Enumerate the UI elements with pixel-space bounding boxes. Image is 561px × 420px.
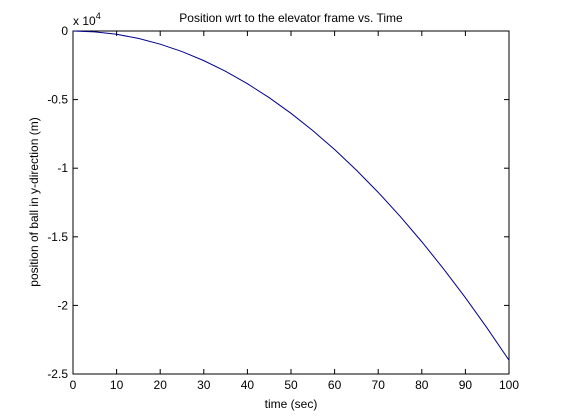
x-tick-label: 80 bbox=[415, 378, 429, 392]
plot-area bbox=[72, 30, 510, 375]
y-exponent-multiplier: x 104 bbox=[73, 11, 101, 28]
y-tick-label: -1 bbox=[57, 161, 68, 175]
x-tick-label: 100 bbox=[499, 378, 519, 392]
y-tick-label: -0.5 bbox=[47, 93, 68, 107]
y-tick-label: -2 bbox=[57, 298, 68, 312]
y-tick-label: 0 bbox=[61, 24, 68, 38]
x-tick-label: 10 bbox=[110, 378, 124, 392]
y-tick-label: -1.5 bbox=[47, 230, 68, 244]
x-tick-label: 30 bbox=[197, 378, 211, 392]
chart-title: Position wrt to the elevator frame vs. T… bbox=[179, 11, 403, 25]
y-axis-ticks: 0 -0.5 -1 -1.5 -2 -2.5 bbox=[47, 24, 509, 381]
x-tick-label: 40 bbox=[241, 378, 255, 392]
x-tick-label: 60 bbox=[328, 378, 342, 392]
y-exponent-base: x 10 bbox=[73, 14, 96, 28]
y-axis-label: position of ball in y-direction (m) bbox=[27, 117, 41, 286]
x-tick-label: 50 bbox=[284, 378, 298, 392]
x-tick-label: 70 bbox=[372, 378, 386, 392]
y-exponent-power: 4 bbox=[96, 11, 101, 21]
x-tick-label: 0 bbox=[70, 378, 77, 392]
x-tick-label: 20 bbox=[154, 378, 168, 392]
data-line bbox=[72, 30, 510, 361]
x-axis-label: time (sec) bbox=[265, 397, 318, 411]
x-axis-ticks: 0 10 20 30 40 50 60 70 80 90 100 bbox=[70, 31, 519, 392]
x-tick-label: 90 bbox=[459, 378, 473, 392]
y-tick-label: -2.5 bbox=[47, 367, 68, 381]
